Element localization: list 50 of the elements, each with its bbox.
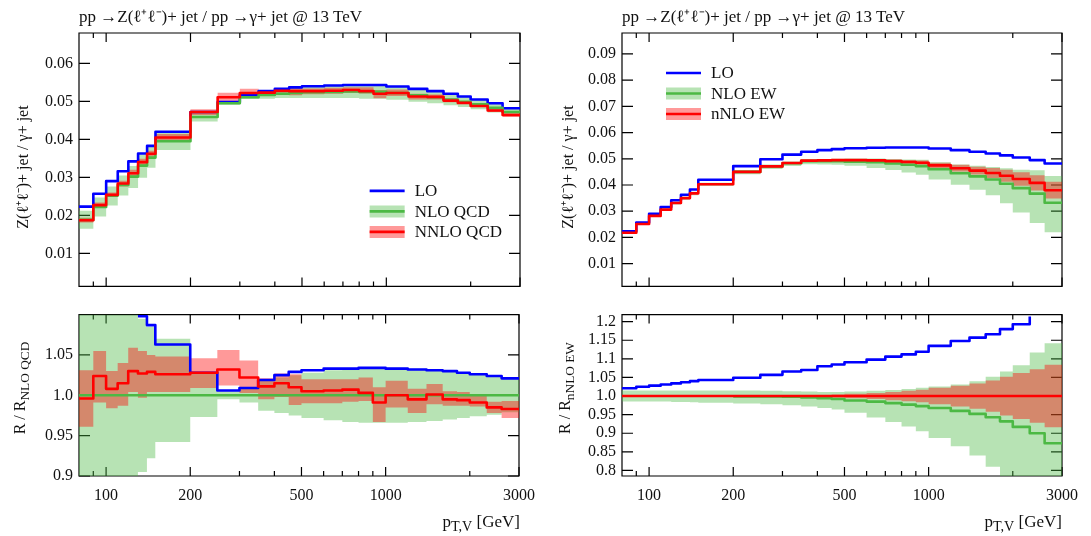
y-tick-label: 1.0	[596, 386, 616, 404]
legend-label: LO	[414, 181, 438, 201]
y-tick-label: 0.04	[45, 129, 73, 147]
chart-title: pp →Z(ℓ⁺ℓ⁻)+ jet / pp →γ+ jet @ 13 TeV	[622, 6, 906, 27]
y-tick-label: 0.05	[588, 148, 616, 166]
y-tick-label: 0.02	[45, 205, 73, 223]
y-tick-label: 1.15	[588, 330, 616, 348]
y-tick-label: 0.07	[588, 96, 616, 114]
y-tick-label: 0.05	[45, 91, 73, 109]
y-tick-label: 0.95	[45, 425, 73, 443]
y-tick-label: 1.1	[596, 349, 616, 367]
x-tick-label: 3000	[503, 485, 535, 503]
y-tick-label: 1.0	[53, 385, 73, 403]
y-axis-title: Z(ℓ⁺ℓ⁻)+ jet / γ+ jet	[13, 104, 33, 229]
x-tick-label: 500	[289, 485, 314, 503]
legend-label: NLO QCD	[414, 201, 490, 221]
y-tick-label: 0.95	[588, 404, 616, 422]
y-tick-label: 0.06	[588, 122, 616, 140]
y-tick-label: 0.9	[53, 466, 73, 484]
y-tick-label: 0.01	[588, 253, 616, 271]
legend-label: NLO EW	[711, 83, 778, 103]
x-tick-label: 100	[94, 485, 119, 503]
y-tick-label: 1.2	[596, 311, 616, 329]
legend-label: NNLO QCD	[414, 222, 502, 242]
x-tick-label: 200	[178, 485, 203, 503]
y-tick-label: 0.9	[596, 423, 616, 441]
x-tick-label: 3000	[1046, 485, 1078, 503]
y-tick-label: 0.06	[45, 53, 73, 71]
y-tick-label: 0.8	[596, 460, 616, 478]
y-tick-label: 1.05	[588, 367, 616, 385]
y-tick-label: 1.05	[45, 345, 73, 363]
y-tick-label: 0.03	[45, 167, 73, 185]
y-tick-label: 0.09	[588, 44, 616, 62]
x-tick-label: 200	[721, 485, 746, 503]
x-axis-title: p$_{T,V}$ [GeV]	[442, 512, 520, 536]
y-tick-label: 0.04	[588, 175, 616, 193]
x-tick-label: 1000	[369, 485, 402, 503]
x-tick-label: 500	[832, 485, 857, 503]
x-tick-label: 100	[637, 485, 662, 503]
legend-label: LO	[711, 63, 734, 83]
legend-label: nNLO EW	[711, 104, 787, 124]
y-tick-label: 0.85	[588, 442, 616, 460]
y-tick-label: 0.01	[45, 243, 73, 261]
x-tick-label: 1000	[912, 485, 945, 503]
y-tick-label: 0.02	[588, 227, 616, 245]
y-tick-label: 0.03	[588, 201, 616, 219]
chart-title: pp →Z(ℓ⁺ℓ⁻)+ jet / pp →γ+ jet @ 13 TeV	[79, 6, 363, 27]
y-tick-label: 0.08	[588, 70, 616, 88]
y-axis-title: Z(ℓ⁺ℓ⁻)+ jet / γ+ jet	[558, 104, 578, 229]
x-axis-title: p$_{T,V}$ [GeV]	[984, 512, 1062, 536]
